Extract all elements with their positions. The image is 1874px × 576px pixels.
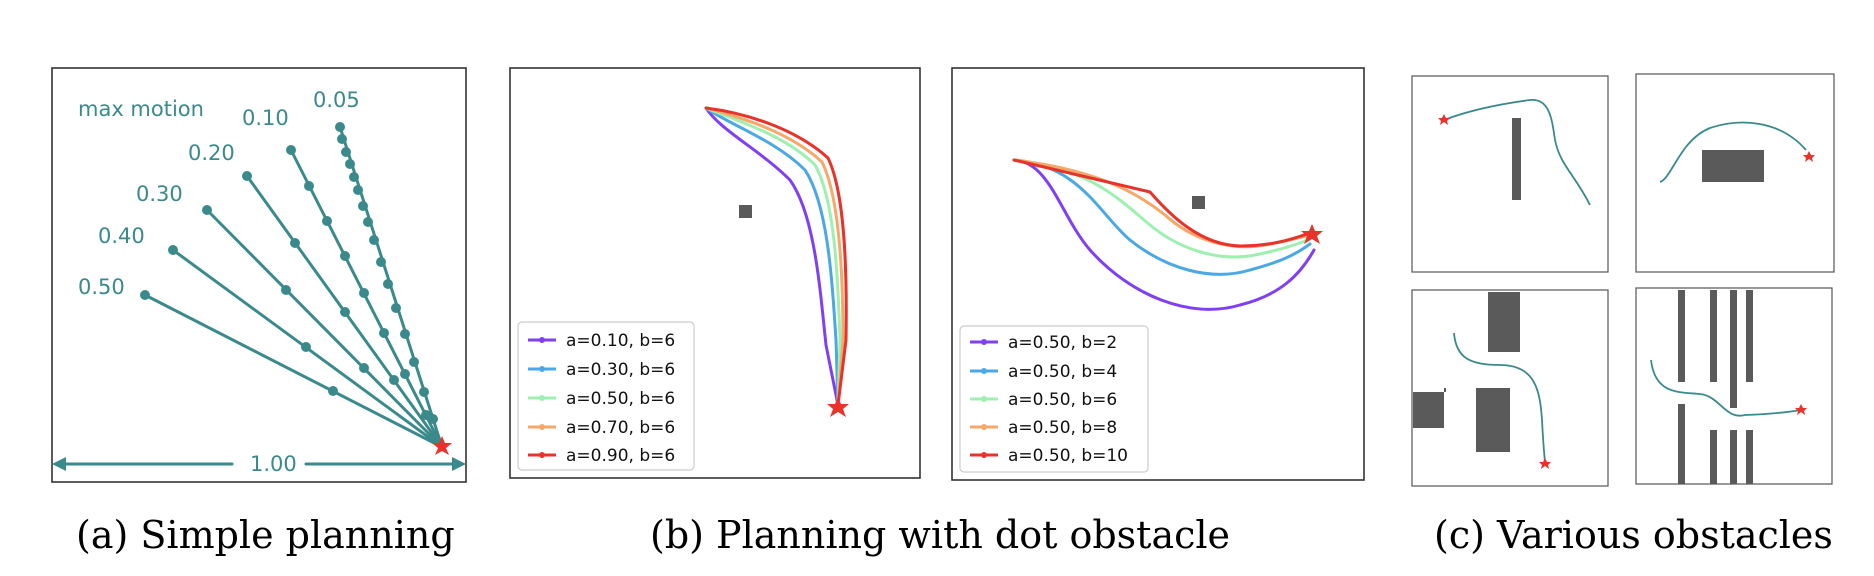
traj-b6 <box>1012 158 1310 259</box>
subplot-c4 <box>1635 287 1833 485</box>
traj-a010 <box>704 106 840 407</box>
ray-0-50 <box>143 293 444 449</box>
traj-a030 <box>704 106 840 407</box>
ray-label-0-20: 0.20 <box>188 141 235 165</box>
caption-c: (c) Various obstacles <box>1434 513 1833 557</box>
ray-0-30 <box>205 208 444 449</box>
ray-label-0-30: 0.30 <box>136 182 183 206</box>
panel-a-simple-planning: max motion <box>51 67 467 483</box>
panel-b-left: a=0.10, b=6 a=0.30, b=6 a=0.50, b=6 a=0.… <box>509 67 921 479</box>
subplot-c2 <box>1635 73 1835 273</box>
legend-item: a=0.50, b=6 <box>1008 390 1117 410</box>
legend-item: a=0.50, b=6 <box>566 389 675 409</box>
legend-item: a=0.70, b=6 <box>566 418 675 438</box>
panel-b-right: a=0.50, b=2 a=0.50, b=4 a=0.50, b=6 a=0.… <box>951 67 1365 481</box>
legend-item: a=0.50, b=8 <box>1008 418 1117 438</box>
legend-b-left: a=0.10, b=6 a=0.30, b=6 a=0.50, b=6 a=0.… <box>517 321 695 471</box>
ray-label-0-10: 0.10 <box>242 106 289 130</box>
traj-b10 <box>1012 158 1312 248</box>
scale-label: 1.00 <box>250 452 297 476</box>
goal-star-icon <box>1301 224 1323 244</box>
ray-label-0-40: 0.40 <box>98 224 145 248</box>
legend-item: a=0.90, b=6 <box>566 446 675 466</box>
max-motion-header: max motion <box>78 97 204 121</box>
dot-obstacle <box>1192 196 1205 209</box>
ray-0-10 <box>289 148 444 449</box>
traj-b4 <box>1012 158 1312 276</box>
scale-arrow: 1.00 <box>52 452 466 476</box>
subplot-c3 <box>1411 289 1609 487</box>
traj-b2 <box>1012 158 1316 311</box>
traj-a090 <box>704 106 848 407</box>
legend-item: a=0.50, b=2 <box>1008 333 1117 353</box>
ray-dots <box>140 122 438 424</box>
legend-item: a=0.30, b=6 <box>566 360 675 380</box>
legend-item: a=0.10, b=6 <box>566 331 675 351</box>
caption-a: (a) Simple planning <box>76 513 455 557</box>
traj-a070 <box>704 106 845 407</box>
goal-star-icon <box>827 397 849 417</box>
subplot-c1 <box>1411 75 1609 273</box>
ray-label-0-05: 0.05 <box>313 88 360 112</box>
legend-b-right: a=0.50, b=2 a=0.50, b=4 a=0.50, b=6 a=0.… <box>959 325 1149 473</box>
traj-a050 <box>704 106 842 407</box>
legend-item: a=0.50, b=10 <box>1008 446 1128 466</box>
caption-b: (b) Planning with dot obstacle <box>650 513 1230 557</box>
dot-obstacle <box>739 205 752 218</box>
legend-item: a=0.50, b=4 <box>1008 362 1117 382</box>
ray-label-0-50: 0.50 <box>78 275 125 299</box>
goal-star-icon <box>432 436 452 455</box>
panel-c-various-obstacles <box>1411 73 1835 487</box>
